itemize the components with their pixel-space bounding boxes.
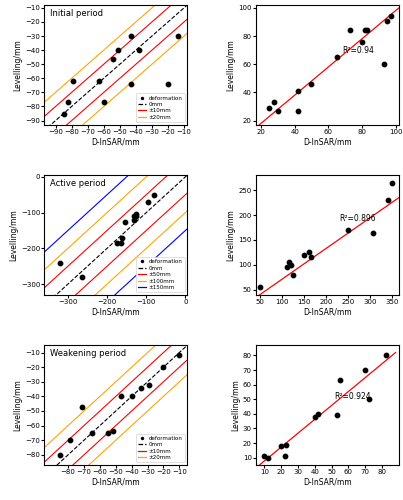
Point [312,413,318,421]
Point [118,239,124,247]
Point [57,258,63,266]
Point [257,284,264,292]
Point [60,110,67,118]
Text: Active period: Active period [50,178,106,188]
Point [121,218,128,226]
Point [278,442,285,450]
Text: R²=0.896: R²=0.896 [339,214,376,222]
Point [129,392,135,400]
Point [174,32,181,40]
Text: Weakening period: Weakening period [50,349,126,358]
Point [110,428,116,436]
X-axis label: D-InSAR/mm: D-InSAR/mm [303,478,352,487]
Point [145,198,152,206]
Point [66,436,73,444]
Point [114,239,120,247]
Point [79,402,86,410]
Point [334,412,340,420]
Point [70,77,77,85]
Point [65,98,72,106]
X-axis label: D-InSAR/mm: D-InSAR/mm [303,308,352,317]
Point [362,26,369,34]
Y-axis label: Levelling/mm: Levelling/mm [9,209,18,261]
Point [160,363,167,371]
Point [128,80,134,88]
Point [284,264,290,272]
Y-axis label: Levelling/mm: Levelling/mm [226,209,235,261]
Point [131,216,138,224]
Point [345,226,351,234]
Point [151,191,157,199]
Point [389,178,396,186]
Point [89,429,95,437]
Y-axis label: Levelling/mm: Levelling/mm [14,379,23,431]
Point [96,77,102,85]
Y-axis label: Levelling/mm: Levelling/mm [14,39,23,91]
Point [138,384,145,392]
Point [281,452,288,460]
X-axis label: D-InSAR/mm: D-InSAR/mm [303,138,352,146]
Point [101,98,107,106]
Point [110,54,116,62]
Legend: deformation, 0mm, ±50mm, ±100mm, ±150mm: deformation, 0mm, ±50mm, ±100mm, ±150mm [136,257,185,292]
Point [385,196,391,204]
Point [387,12,394,20]
Point [380,60,387,68]
X-axis label: D-InSAR/mm: D-InSAR/mm [91,138,140,146]
Point [382,352,389,360]
Point [57,451,63,459]
Point [286,258,292,266]
Point [315,410,322,418]
Point [264,454,271,462]
Point [369,228,376,236]
Point [146,380,152,388]
Y-axis label: Levelling/mm: Levelling/mm [231,379,240,431]
Point [133,212,139,220]
Point [131,212,138,220]
Point [133,210,139,218]
Point [271,98,278,106]
Point [115,46,121,54]
Point [364,26,370,34]
Point [290,271,297,279]
Point [176,352,183,360]
Point [384,16,391,24]
Text: R²=0.924: R²=0.924 [334,392,371,401]
Point [288,261,295,269]
Point [295,106,301,114]
Point [347,26,353,34]
Point [366,396,372,404]
Point [105,429,111,437]
Point [266,104,273,112]
Point [136,46,142,54]
Point [117,392,124,400]
Point [359,38,365,46]
X-axis label: D-InSAR/mm: D-InSAR/mm [91,308,140,317]
Point [261,452,268,460]
Point [362,366,369,374]
Point [118,234,125,241]
Text: R²=0.94: R²=0.94 [342,46,374,55]
Legend: deformation, 0mm, ±10mm, ±20mm: deformation, 0mm, ±10mm, ±20mm [136,94,185,122]
Point [337,376,343,384]
Point [128,32,134,40]
Text: Initial period: Initial period [50,8,103,18]
Point [283,440,289,448]
Y-axis label: Levelling/mm: Levelling/mm [226,39,235,91]
Point [308,254,314,262]
Point [78,273,85,281]
Point [301,251,307,259]
Legend: deformation, 0mm, ±10mm, ±20mm: deformation, 0mm, ±10mm, ±20mm [136,434,185,462]
X-axis label: D-InSAR/mm: D-InSAR/mm [91,478,140,487]
Point [274,106,281,114]
Point [308,80,315,88]
Point [165,80,171,88]
Point [334,53,340,61]
Point [305,248,312,256]
Point [295,87,301,95]
